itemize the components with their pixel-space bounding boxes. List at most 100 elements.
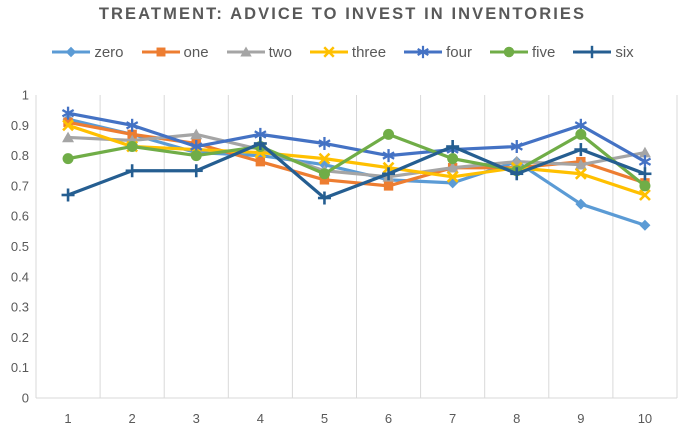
y-tick-label: 0.5 (11, 239, 29, 254)
x-axis-labels: 1 2 3 4 5 6 7 8 9 10 (64, 411, 652, 426)
circle-marker-icon (383, 128, 395, 140)
plus-marker-icon (125, 164, 139, 178)
asterisk-marker-icon (125, 118, 139, 132)
x-marker-icon (639, 189, 651, 201)
legend-label-five: five (531, 43, 556, 61)
plus-marker-icon (574, 143, 588, 157)
square-marker-icon (156, 47, 165, 57)
legend-label-two: two (268, 43, 292, 61)
y-tick-label: 0.2 (11, 330, 29, 345)
legend-label-four: four (446, 43, 472, 61)
legend-key-six-icon (573, 45, 612, 59)
legend-key-five-icon (489, 46, 528, 58)
x-tick-label: 6 (385, 411, 392, 426)
legend-key-zero-icon (52, 46, 91, 58)
asterisk-marker-icon (318, 136, 331, 150)
chart-legend: zero one two three four five six (0, 41, 685, 63)
series-six-markers (61, 136, 652, 205)
asterisk-marker-icon (638, 155, 652, 169)
chart-title: TREATMENT: ADVICE TO INVEST IN INVENTORI… (98, 5, 587, 23)
x-marker-icon (574, 167, 587, 180)
x-tick-label: 9 (577, 411, 584, 426)
legend-label-three: three (351, 43, 387, 61)
asterisk-marker-icon (61, 106, 75, 120)
legend-item-four: four (403, 44, 472, 61)
plus-marker-icon (189, 164, 203, 178)
x-tick-label: 8 (513, 411, 520, 426)
triangle-marker-icon (638, 146, 651, 158)
x-tick-label: 7 (449, 411, 456, 426)
circle-marker-icon (126, 141, 138, 153)
legend-item-one: one (141, 44, 209, 61)
circle-marker-icon (318, 168, 330, 180)
legend-key-two-icon (226, 46, 265, 57)
x-tick-label: 2 (129, 411, 136, 426)
asterisk-marker-icon (382, 149, 395, 163)
square-marker-icon (383, 181, 394, 191)
y-tick-label: 0.4 (11, 269, 29, 284)
square-marker-icon (63, 117, 73, 127)
triangle-marker-icon (62, 131, 75, 143)
x-tick-label: 10 (638, 411, 652, 426)
plus-marker-icon (510, 167, 524, 181)
asterisk-marker-icon (510, 140, 523, 154)
x-tick-label: 4 (257, 411, 264, 426)
triangle-marker-icon (574, 158, 587, 170)
legend-item-three: three (309, 44, 386, 61)
triangle-marker-icon (446, 161, 459, 173)
series-six-line (67, 141, 646, 200)
y-tick-label: 0.1 (11, 360, 29, 375)
y-tick-label: 0.9 (11, 118, 29, 133)
legend-key-three-icon (309, 46, 348, 58)
y-tick-label: 0.7 (11, 178, 29, 193)
series-five-line (67, 132, 646, 188)
legend-item-zero: zero (51, 43, 124, 61)
series-three-line (67, 123, 646, 197)
diamond-marker-icon (575, 198, 587, 210)
diamond-marker-icon (639, 219, 651, 231)
legend-label-zero: zero (94, 43, 124, 61)
legend-item-five: five (489, 44, 555, 61)
plus-marker-icon (638, 167, 652, 181)
series-six (61, 136, 652, 205)
circle-marker-icon (639, 180, 651, 192)
circle-marker-icon (503, 46, 515, 58)
x-marker-icon (446, 170, 459, 183)
plus-marker-icon (317, 191, 331, 205)
circle-marker-icon (62, 153, 74, 165)
plus-marker-icon (61, 188, 75, 202)
legend-item-six: six (572, 43, 634, 61)
y-tick-label: 0.6 (11, 209, 29, 224)
x-tick-label: 5 (321, 411, 328, 426)
gridlines (35, 95, 678, 399)
series-five (62, 128, 651, 192)
y-tick-label: 0.3 (11, 300, 29, 315)
x-tick-label: 3 (193, 411, 200, 426)
x-marker-icon (62, 119, 74, 132)
plus-marker-icon (253, 136, 267, 150)
legend-label-six: six (615, 43, 634, 61)
circle-marker-icon (190, 150, 202, 162)
asterisk-marker-icon (417, 45, 429, 59)
series-four (61, 106, 652, 169)
square-marker-icon (319, 175, 330, 185)
square-marker-icon (127, 129, 137, 140)
plus-marker-icon (382, 167, 396, 181)
legend-item-two: two (226, 44, 292, 61)
triangle-marker-icon (239, 46, 252, 57)
diamond-marker-icon (66, 46, 77, 58)
x-marker-icon (318, 152, 331, 165)
series-four-line (67, 111, 646, 164)
triangle-marker-icon (190, 128, 203, 140)
legend-key-one-icon (141, 47, 180, 57)
circle-marker-icon (447, 153, 459, 165)
y-tick-label: 1 (22, 88, 29, 103)
legend-label-one: one (183, 43, 209, 61)
circle-marker-icon (575, 128, 587, 140)
legend-key-four-icon (404, 45, 443, 59)
x-marker-icon (323, 46, 335, 58)
plus-marker-icon (446, 140, 460, 154)
y-tick-label: 0.8 (11, 148, 29, 163)
